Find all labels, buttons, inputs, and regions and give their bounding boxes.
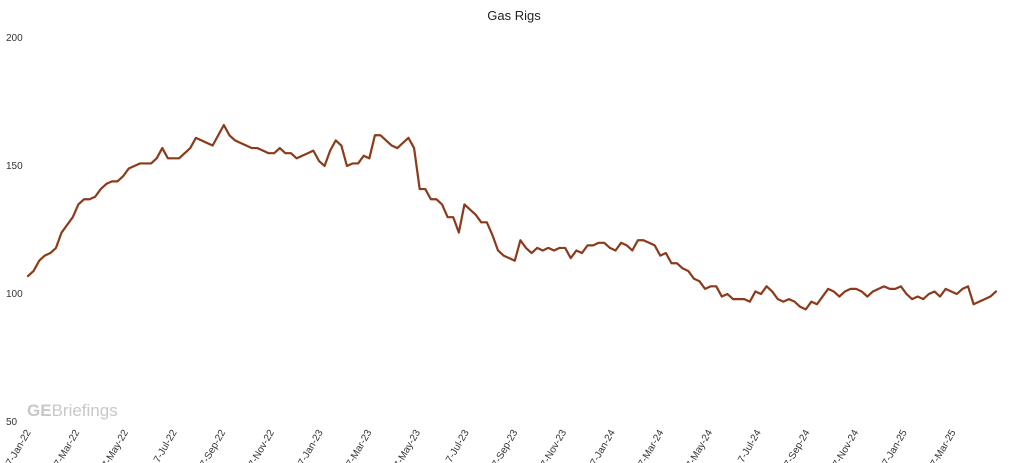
x-tick-label: 7-Mar-24 bbox=[637, 428, 667, 463]
chart-title: Gas Rigs bbox=[487, 8, 541, 23]
y-tick-label: 50 bbox=[6, 417, 18, 428]
x-tick-label: 7-Nov-22 bbox=[247, 428, 277, 463]
y-axis-ticks: 50 100 150 200 bbox=[6, 33, 23, 428]
x-tick-label: 7-Mar-25 bbox=[929, 428, 959, 463]
x-tick-label: 7-Jan-25 bbox=[881, 428, 910, 463]
x-tick-label: 7-May-22 bbox=[100, 428, 131, 463]
x-tick-label: 7-Jan-24 bbox=[589, 428, 618, 463]
x-tick-label: 7-Jan-23 bbox=[296, 428, 325, 463]
y-tick-label: 150 bbox=[6, 161, 23, 172]
x-tick-label: 7-Sep-22 bbox=[198, 428, 228, 463]
x-tick-label: 7-Jan-22 bbox=[4, 428, 33, 463]
x-axis-ticks: 7-Jan-22 7-Mar-22 7-May-22 7-Jul-22 7-Sep-22… bbox=[4, 428, 958, 463]
x-tick-label: 7-May-23 bbox=[392, 428, 423, 463]
x-tick-label: 7-May-24 bbox=[684, 428, 715, 463]
watermark-logo: GEBriefings bbox=[27, 401, 118, 420]
watermark-logo-bold: GE bbox=[27, 401, 52, 420]
y-tick-label: 200 bbox=[6, 33, 23, 44]
x-tick-label: 7-Jul-23 bbox=[444, 428, 472, 463]
x-tick-label: 7-Mar-23 bbox=[345, 428, 375, 463]
x-tick-label: 7-Jul-24 bbox=[736, 428, 764, 463]
watermark-logo-rest: Briefings bbox=[52, 401, 118, 420]
x-tick-label: 7-Nov-23 bbox=[539, 428, 569, 463]
gas-rigs-series-line bbox=[26, 123, 998, 311]
x-tick-label: 7-Jul-22 bbox=[152, 428, 180, 463]
x-tick-label: 7-Sep-24 bbox=[782, 428, 812, 463]
x-tick-label: 7-Nov-24 bbox=[831, 428, 861, 463]
y-tick-label: 100 bbox=[6, 289, 23, 300]
x-tick-label: 7-Mar-22 bbox=[52, 428, 82, 463]
x-tick-label: 7-Sep-23 bbox=[490, 428, 520, 463]
